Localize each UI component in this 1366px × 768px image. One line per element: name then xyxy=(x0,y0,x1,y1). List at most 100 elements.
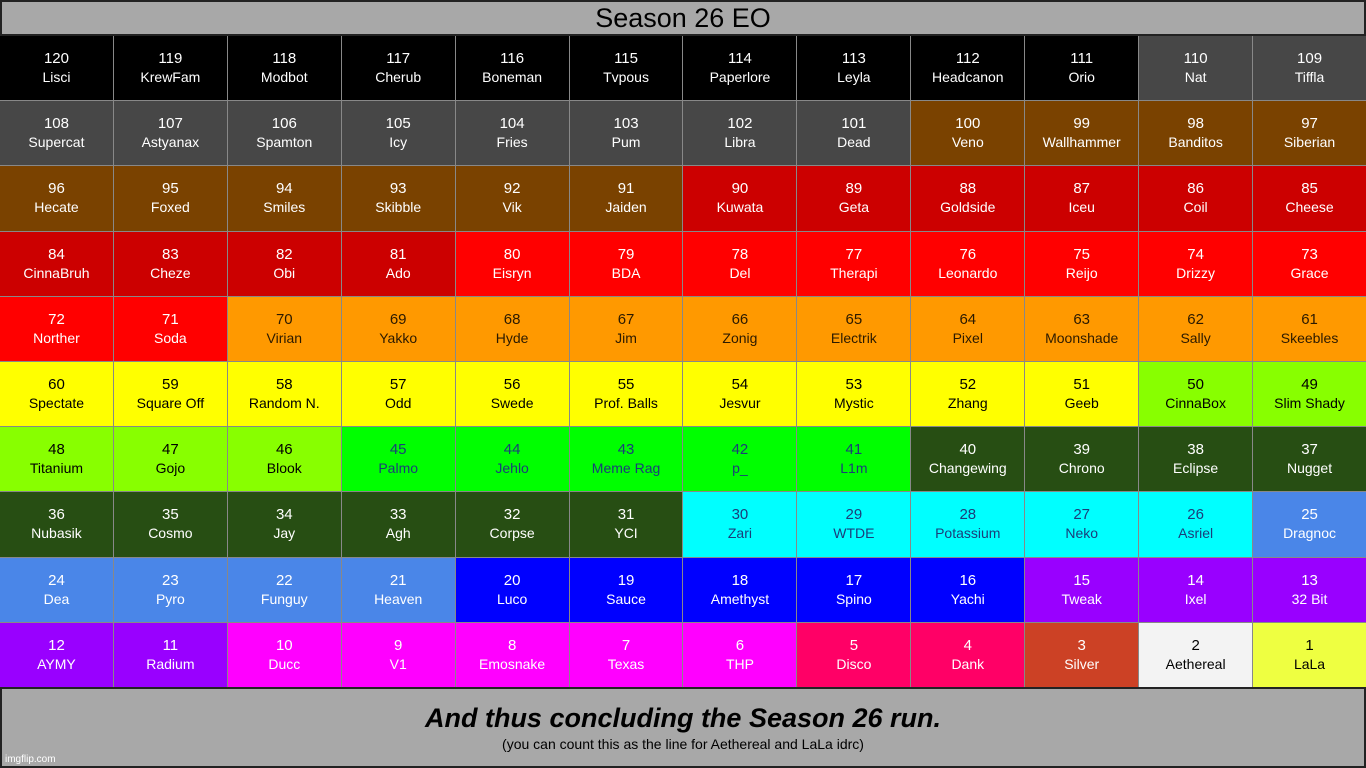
contestant-name: Mystic xyxy=(834,395,874,412)
placement-number: 54 xyxy=(731,376,749,394)
grid-cell: 49 Slim Shady xyxy=(1253,361,1366,427)
contestant-name: Grace xyxy=(1290,264,1329,281)
contestant-name: Yachi xyxy=(950,590,985,607)
contestant-name: 32 Bit xyxy=(1291,590,1328,607)
contestant-name: Nugget xyxy=(1286,460,1333,477)
placement-number: 7 xyxy=(621,636,631,654)
placement-number: 6 xyxy=(735,636,745,654)
contestant-name: Banditos xyxy=(1168,134,1223,151)
grid-cell: 25 Dragnoc xyxy=(1253,492,1366,557)
contestant-name: Dragnoc xyxy=(1283,525,1336,542)
grid-cell: 46 Blook xyxy=(227,427,341,492)
grid-cell: 119 KrewFam xyxy=(113,36,227,101)
contestant-name: Chrono xyxy=(1058,460,1105,477)
placement-number: 13 xyxy=(1301,571,1318,589)
contestant-name: Tvpous xyxy=(603,69,649,86)
grid-cell: 72 Norther xyxy=(0,296,113,361)
placement-number: 70 xyxy=(275,310,293,328)
grid-cell: 85 Cheese xyxy=(1253,166,1366,231)
contestant-name: WTDE xyxy=(833,525,875,542)
contestant-name: Coil xyxy=(1183,199,1208,216)
contestant-name: Cherub xyxy=(375,69,422,86)
title-bar: Season 26 EO xyxy=(0,0,1366,36)
placement-number: 25 xyxy=(1301,506,1318,524)
placement-number: 48 xyxy=(48,441,65,459)
placement-number: 73 xyxy=(1301,245,1318,263)
grid-cell: 38 Eclipse xyxy=(1139,427,1253,492)
placement-number: 45 xyxy=(389,441,407,459)
grid-cell: 100 Veno xyxy=(911,101,1025,166)
contestant-name: Radium xyxy=(146,655,195,672)
contestant-name: Dead xyxy=(837,134,871,151)
grid-cell: 7 Texas xyxy=(569,622,683,687)
grid-cell: 97 Siberian xyxy=(1253,101,1366,166)
contestant-name: Smiles xyxy=(263,199,306,216)
grid-cell: 74 Drizzy xyxy=(1139,231,1253,296)
placement-number: 9 xyxy=(394,636,403,654)
contestant-name: Silver xyxy=(1064,655,1100,672)
contestant-name: Zonig xyxy=(722,329,758,346)
placement-number: 91 xyxy=(617,180,635,198)
contestant-name: Ado xyxy=(385,264,411,281)
contestant-name: CinnaBruh xyxy=(23,264,90,281)
contestant-name: Boneman xyxy=(482,69,543,86)
grid-cell: 71 Soda xyxy=(113,296,227,361)
placement-number: 108 xyxy=(43,115,69,133)
grid-cell: 93 Skibble xyxy=(341,166,455,231)
contestant-name: Jim xyxy=(615,329,637,346)
grid-cell: 103 Pum xyxy=(569,101,683,166)
contestant-name: Jesvur xyxy=(719,395,761,412)
contestant-name: Slim Shady xyxy=(1274,395,1345,412)
grid-cell: 78 Del xyxy=(683,231,797,296)
grid-cell: 42 p_ xyxy=(683,427,797,492)
grid-cell: 76 Leonardo xyxy=(911,231,1025,296)
placement-number: 82 xyxy=(275,245,293,263)
grid-cell: 35 Cosmo xyxy=(113,492,227,557)
watermark: imgflip.com xyxy=(5,754,56,765)
placement-number: 62 xyxy=(1187,310,1204,328)
placement-number: 34 xyxy=(275,506,293,524)
placement-number: 46 xyxy=(275,441,293,459)
placement-number: 118 xyxy=(272,50,297,68)
placement-number: 47 xyxy=(162,441,179,459)
contestant-name: Therapi xyxy=(830,264,878,281)
grid-cell: 53 Mystic xyxy=(797,361,911,427)
grid-cell: 70 Virian xyxy=(227,296,341,361)
placement-number: 93 xyxy=(389,180,407,198)
grid-cell: 109 Tiffla xyxy=(1253,36,1366,101)
grid-cell: 47 Gojo xyxy=(113,427,227,492)
placement-number: 105 xyxy=(385,115,411,133)
placement-number: 74 xyxy=(1187,245,1204,263)
placement-number: 92 xyxy=(503,180,521,198)
contestant-name: Zari xyxy=(727,525,752,542)
grid-cell: 17 Spino xyxy=(797,557,911,622)
grid-cell: 106 Spamton xyxy=(227,101,341,166)
contestant-name: Prof. Balls xyxy=(594,395,658,412)
placement-number: 119 xyxy=(158,50,183,68)
placement-number: 75 xyxy=(1073,245,1091,263)
placement-number: 17 xyxy=(845,571,863,589)
footer-banner: And thus concluding the Season 26 run. (… xyxy=(0,687,1366,768)
placement-number: 11 xyxy=(162,636,179,654)
grid-cell: 14 Ixel xyxy=(1139,557,1253,622)
placement-number: 116 xyxy=(500,50,525,68)
grid-cell: 26 Asriel xyxy=(1139,492,1253,557)
placement-number: 94 xyxy=(275,180,293,198)
contestant-name: Del xyxy=(729,264,751,281)
placement-number: 76 xyxy=(959,245,977,263)
placement-number: 71 xyxy=(162,310,179,328)
grid-cell: 24 Dea xyxy=(0,557,113,622)
contestant-name: Spectate xyxy=(28,395,85,412)
contestant-name: Reijo xyxy=(1065,264,1098,281)
placement-number: 120 xyxy=(43,50,69,68)
grid-cell: 94 Smiles xyxy=(227,166,341,231)
placement-number: 14 xyxy=(1187,571,1204,589)
placement-number: 38 xyxy=(1187,441,1204,459)
placement-number: 16 xyxy=(959,571,977,589)
contestant-name: Disco xyxy=(836,655,872,672)
grid-cell: 91 Jaiden xyxy=(569,166,683,231)
placement-number: 61 xyxy=(1301,310,1318,328)
grid-cell: 88 Goldside xyxy=(911,166,1025,231)
placement-number: 37 xyxy=(1301,441,1318,459)
contestant-name: Modbot xyxy=(260,69,308,86)
